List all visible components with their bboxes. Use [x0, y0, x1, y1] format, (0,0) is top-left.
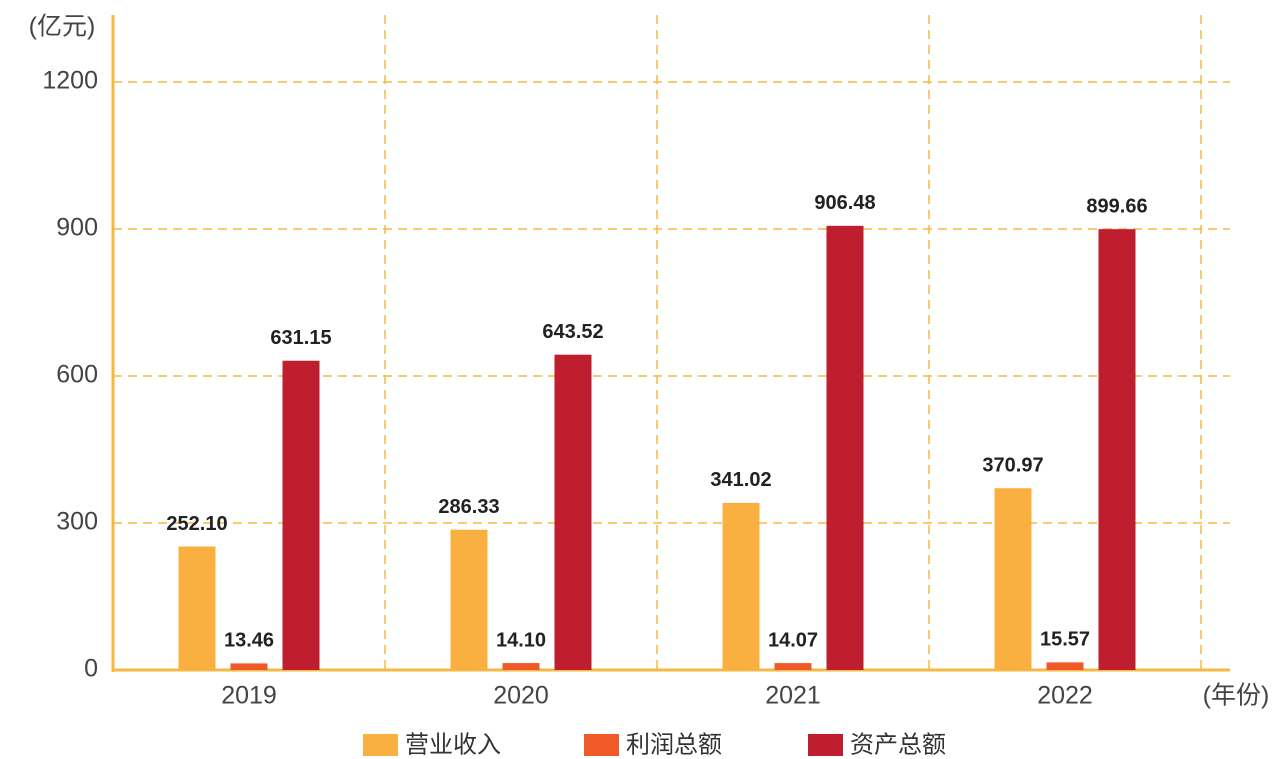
bar — [178, 546, 216, 670]
legend-swatch — [584, 734, 619, 756]
value-label: 631.15 — [270, 327, 331, 349]
bar — [554, 354, 592, 670]
bar — [774, 663, 812, 670]
value-label: 15.57 — [1040, 629, 1090, 651]
bar — [230, 663, 268, 670]
value-label: 252.10 — [166, 513, 227, 535]
y-tick-label: 0 — [84, 655, 98, 683]
y-tick-label: 300 — [56, 508, 98, 536]
x-tick-label: 2020 — [493, 682, 549, 710]
legend-swatch — [808, 734, 843, 756]
value-label: 14.10 — [496, 629, 546, 651]
legend-label: 利润总额 — [626, 731, 722, 758]
value-label: 643.52 — [542, 321, 603, 343]
y-tick-label: 1200 — [42, 67, 98, 95]
bar — [502, 663, 540, 670]
bar — [450, 529, 488, 670]
bar — [826, 225, 864, 670]
value-label: 899.66 — [1086, 195, 1147, 217]
bar — [1046, 662, 1084, 670]
legend-label: 营业收入 — [405, 731, 501, 758]
value-label: 370.97 — [982, 455, 1043, 477]
y-tick-label: 600 — [56, 361, 98, 389]
legend-swatch — [363, 734, 398, 756]
bar — [1098, 229, 1136, 670]
value-label: 13.46 — [224, 630, 274, 652]
bar — [994, 488, 1032, 670]
value-label: 286.33 — [438, 496, 499, 518]
value-label: 341.02 — [710, 469, 771, 491]
x-tick-label: 2019 — [221, 682, 277, 710]
legend-label: 资产总额 — [850, 731, 946, 758]
value-label: 906.48 — [814, 192, 875, 214]
bar — [722, 502, 760, 670]
y-tick-label: 900 — [56, 214, 98, 242]
y-axis-label: (亿元) — [29, 13, 96, 41]
x-tick-label: 2022 — [1037, 682, 1093, 710]
x-axis-label: (年份) — [1203, 682, 1270, 710]
x-tick-label: 2021 — [765, 682, 821, 710]
value-label: 14.07 — [768, 629, 818, 651]
bar — [282, 360, 320, 670]
